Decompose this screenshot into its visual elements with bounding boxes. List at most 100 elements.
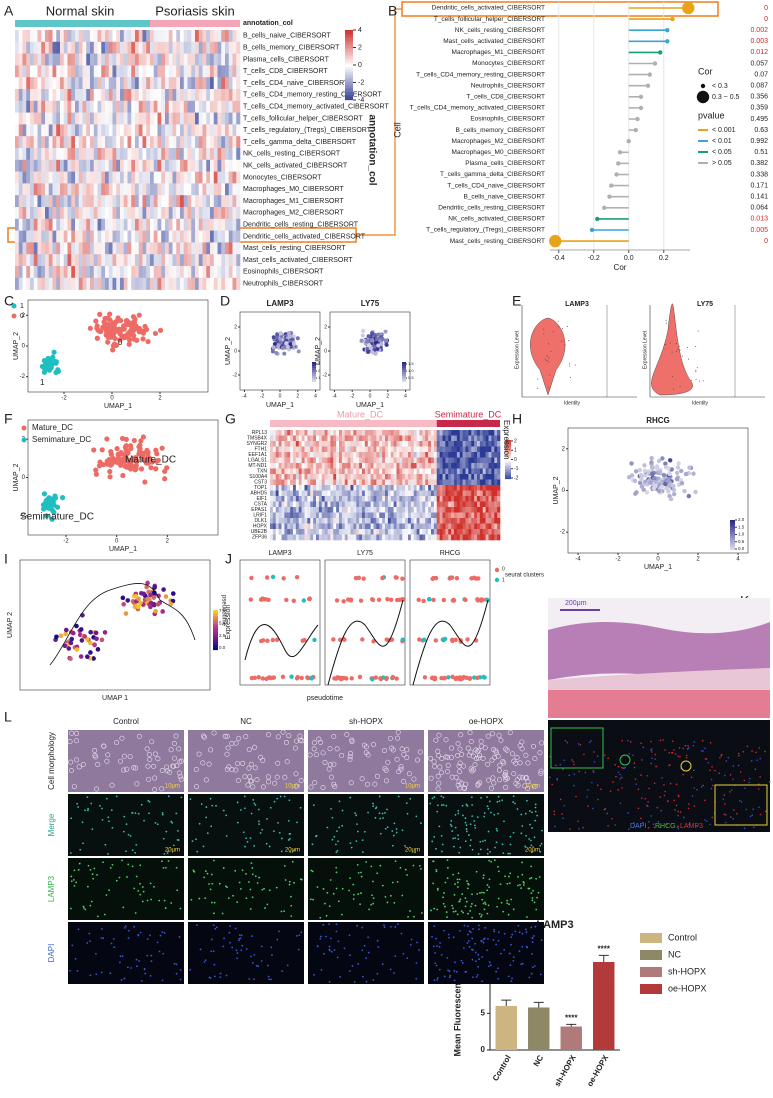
heatmap-cell	[157, 89, 162, 102]
heatmap-cell	[90, 266, 95, 279]
colorbar-step	[312, 362, 316, 365]
heatmap-cell	[293, 496, 297, 502]
heatmap-cell	[422, 430, 426, 436]
heatmap-cell	[307, 518, 311, 524]
heatmap-cell	[225, 254, 230, 267]
heatmap-cell	[183, 89, 188, 102]
heatmap-cell	[123, 65, 128, 78]
heatmap-cell	[347, 523, 351, 530]
heatmap-cell	[376, 457, 380, 464]
fluorescence-signal	[627, 812, 630, 814]
heatmap-cell	[295, 518, 300, 524]
heatmap-cell	[471, 468, 475, 475]
label: NC	[240, 717, 252, 726]
micrograph-cell	[152, 751, 158, 757]
heatmap-cell	[142, 77, 147, 90]
heatmap-cell	[161, 124, 166, 137]
cell-point	[394, 676, 399, 681]
micrograph-cell	[104, 758, 110, 764]
heatmap-cell	[150, 30, 155, 43]
heatmap-cell	[217, 242, 222, 255]
heatmap-cell	[172, 100, 177, 113]
heatmap-cell	[153, 207, 158, 220]
heatmap-cell	[15, 124, 20, 137]
heatmap-cell	[60, 30, 65, 43]
label: 1.5	[738, 524, 745, 529]
heatmap-cell	[488, 479, 492, 486]
heatmap-cell	[370, 523, 374, 530]
label: LY75	[357, 550, 373, 557]
heatmap-cell	[330, 452, 334, 458]
heatmap-cell	[316, 496, 320, 502]
fluorescence-signal	[663, 794, 666, 797]
micrograph-cell	[316, 736, 322, 742]
heatmap-cell	[344, 463, 348, 469]
cell-point	[671, 376, 673, 378]
heatmap-cell	[459, 490, 463, 497]
micrograph-cell	[449, 745, 455, 751]
heatmap-cell	[456, 430, 461, 436]
heatmap-cell	[436, 479, 440, 486]
micrograph-cell	[171, 822, 174, 824]
cell-point	[639, 484, 645, 489]
heatmap-cell	[82, 183, 87, 196]
heatmap-cell	[393, 435, 397, 442]
heatmap-cell	[206, 230, 211, 243]
micrograph	[68, 730, 184, 792]
colorbar-step	[345, 58, 353, 60]
heatmap-cell	[168, 218, 173, 231]
colorbar-step	[345, 65, 353, 67]
heatmap-cell	[48, 124, 53, 137]
heatmap-cell	[479, 507, 484, 513]
fluorescence-signal	[702, 784, 705, 787]
cell-point	[131, 326, 137, 332]
heatmap-cell	[376, 518, 380, 524]
micrograph-cell	[479, 743, 485, 749]
fluorescence-signal	[592, 770, 595, 772]
heatmap-cell	[191, 41, 196, 54]
heatmap-cell	[330, 463, 334, 469]
heatmap-cell	[48, 89, 53, 102]
heatmap-cell	[477, 490, 481, 497]
heatmap-cell	[494, 507, 498, 513]
fluorescence-signal	[634, 778, 637, 780]
heatmap-cell	[491, 512, 495, 519]
fluorescence-signal	[640, 774, 642, 776]
colorbar-step	[505, 446, 511, 448]
micrograph-cell	[168, 747, 174, 753]
heatmap-cell	[75, 112, 80, 125]
label: 0	[358, 62, 362, 69]
micrograph-cell	[224, 766, 230, 772]
fluorescence-signal	[653, 782, 656, 785]
heatmap-cell	[165, 148, 170, 161]
heatmap-cell	[370, 468, 374, 475]
heatmap-cell	[494, 468, 498, 475]
heatmap-cell	[123, 100, 128, 113]
heatmap-cell	[318, 485, 323, 491]
heatmap-cell	[97, 195, 102, 208]
heatmap-cell	[120, 112, 125, 125]
heatmap-cell	[373, 468, 377, 475]
heatmap-cell	[161, 159, 166, 172]
heatmap-cell	[187, 89, 192, 102]
heatmap-cell	[198, 148, 203, 161]
heatmap-cell	[376, 490, 380, 497]
heatmap-cell	[485, 430, 489, 436]
heatmap-cell	[153, 53, 158, 66]
heatmap-cell	[168, 30, 173, 43]
heatmap-cell	[316, 512, 320, 519]
cell-point	[258, 638, 264, 644]
label: EIF1	[256, 496, 267, 502]
fluorescence-signal	[737, 764, 740, 767]
label: TXN	[257, 469, 267, 475]
heatmap-cell	[344, 457, 348, 464]
heatmap-cell	[284, 441, 288, 447]
label: EEF1A1	[248, 452, 267, 458]
cell-point	[633, 469, 639, 474]
heatmap-cell	[393, 468, 397, 475]
heatmap-cell	[93, 112, 98, 125]
heatmap-cell	[307, 457, 311, 464]
heatmap-cell	[344, 430, 348, 436]
heatmap-cell	[202, 136, 207, 149]
heatmap-cell	[180, 183, 185, 196]
